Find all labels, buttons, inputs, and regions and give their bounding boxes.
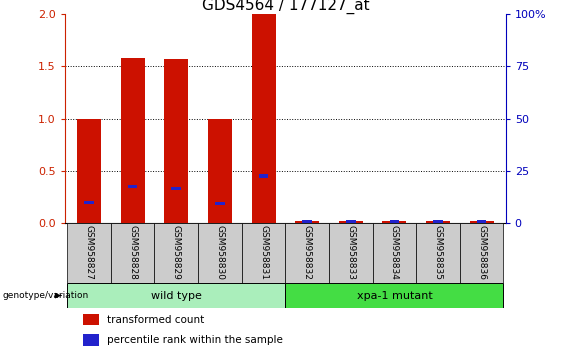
Bar [433,219,443,223]
Bar [215,202,225,205]
Bar [82,314,99,325]
Bar [171,187,181,190]
Text: GSM958831: GSM958831 [259,225,268,280]
Bar [242,223,285,283]
Bar [77,119,101,223]
Bar [329,223,372,283]
Bar [346,219,355,223]
Text: GSM958835: GSM958835 [433,225,442,280]
Bar [339,222,363,223]
Bar [251,14,276,223]
Bar [128,185,137,188]
Bar [154,223,198,283]
Text: GSM958828: GSM958828 [128,225,137,280]
Bar [477,219,486,223]
Bar [295,222,319,223]
Text: GSM958830: GSM958830 [215,225,224,280]
Text: percentile rank within the sample: percentile rank within the sample [107,335,282,345]
Bar [285,283,503,308]
Text: xpa-1 mutant: xpa-1 mutant [357,291,432,301]
Bar [470,222,494,223]
Bar [259,175,268,178]
Bar [82,334,99,346]
Text: GSM958833: GSM958833 [346,225,355,280]
Bar [302,219,312,223]
Bar [416,223,460,283]
Text: GSM958836: GSM958836 [477,225,486,280]
Bar [285,223,329,283]
Text: GSM958829: GSM958829 [172,225,181,280]
Bar [208,119,232,223]
Text: genotype/variation: genotype/variation [3,291,89,300]
Bar [372,223,416,283]
Bar [164,59,188,223]
Bar [383,222,406,223]
Bar [460,223,503,283]
Title: GDS4564 / 177127_at: GDS4564 / 177127_at [202,0,369,14]
Bar [67,223,111,283]
Bar [426,222,450,223]
Bar [120,58,145,223]
Bar [67,283,285,308]
Bar [111,223,154,283]
Bar [84,201,94,204]
Bar [390,219,399,223]
Text: GSM958832: GSM958832 [303,225,312,280]
Bar [198,223,242,283]
Text: wild type: wild type [151,291,202,301]
Text: GSM958827: GSM958827 [85,225,93,280]
Text: GSM958834: GSM958834 [390,225,399,280]
Text: transformed count: transformed count [107,315,204,325]
